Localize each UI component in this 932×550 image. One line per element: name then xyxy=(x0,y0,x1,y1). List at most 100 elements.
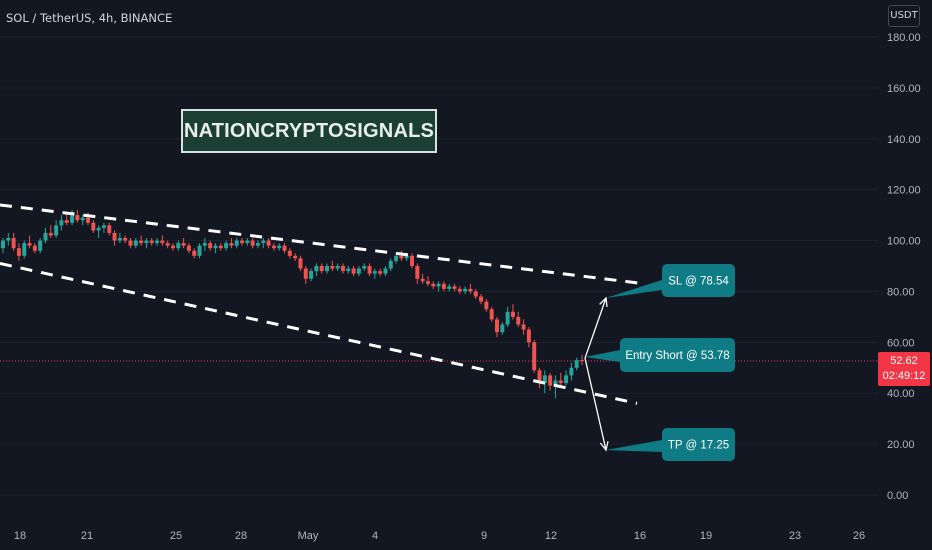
candle xyxy=(160,235,165,246)
y-tick-label: 0.00 xyxy=(887,490,908,502)
x-tick-label: May xyxy=(298,530,319,542)
candle xyxy=(192,248,197,259)
candle-body xyxy=(32,245,37,251)
candle xyxy=(457,286,462,294)
callouts: SL @ 78.54 Entry Short @ 53.78 TP @ 17.25 xyxy=(585,264,735,461)
candle xyxy=(394,253,399,264)
candle-body xyxy=(394,255,399,261)
candle-body xyxy=(133,240,138,246)
candle xyxy=(96,225,101,239)
candle-body xyxy=(123,238,128,241)
candle xyxy=(271,243,276,251)
x-tick-label: 28 xyxy=(235,530,247,542)
candle xyxy=(80,215,85,226)
candle-body xyxy=(54,225,59,236)
candle xyxy=(399,250,404,261)
candle xyxy=(64,212,69,226)
candle xyxy=(372,268,377,279)
candle-body xyxy=(378,271,383,274)
x-tick-label: 26 xyxy=(853,530,865,542)
candle xyxy=(425,276,430,287)
candle xyxy=(234,238,239,249)
sl-callout: SL @ 78.54 xyxy=(606,264,735,298)
candle-body xyxy=(293,255,298,259)
candle xyxy=(574,357,579,371)
candle xyxy=(224,240,229,251)
candle-body xyxy=(441,283,446,289)
candle-body xyxy=(155,240,160,244)
candle xyxy=(505,306,510,328)
candle-body xyxy=(16,248,21,256)
y-tick-label: 40.00 xyxy=(887,388,915,400)
candle-body xyxy=(420,278,425,282)
candle-body xyxy=(537,370,542,384)
candle-body xyxy=(27,243,32,246)
candle xyxy=(277,243,282,251)
candle-body xyxy=(479,296,484,302)
candle xyxy=(107,222,112,236)
candle-body xyxy=(6,238,11,241)
candle xyxy=(510,304,515,320)
candle-body xyxy=(303,268,308,279)
candle xyxy=(32,243,37,254)
chart-grid xyxy=(0,36,878,496)
candle xyxy=(569,362,574,381)
candle-body xyxy=(436,283,441,287)
candle-body xyxy=(298,258,303,269)
candle xyxy=(38,238,43,254)
candle-body xyxy=(558,380,563,384)
candle-body xyxy=(574,360,579,368)
candle-body xyxy=(165,243,170,246)
currency-badge[interactable]: USDT xyxy=(888,5,920,27)
candle-body xyxy=(117,238,122,241)
candle xyxy=(309,268,314,282)
candle xyxy=(245,238,250,246)
candle-body xyxy=(112,232,117,241)
candle-body xyxy=(553,380,558,386)
candle xyxy=(558,372,563,386)
y-tick-label: 60.00 xyxy=(887,337,915,349)
candle-body xyxy=(202,243,207,246)
candle xyxy=(112,230,117,246)
candle-body xyxy=(22,243,27,256)
candle-body xyxy=(463,288,468,292)
candle-body xyxy=(410,255,415,267)
candle-body xyxy=(473,291,478,297)
candle-body xyxy=(96,227,101,231)
candle-body xyxy=(489,309,494,320)
candle-body xyxy=(495,319,500,333)
callout-box xyxy=(662,428,735,461)
candle-body xyxy=(287,250,292,256)
candle xyxy=(75,210,80,223)
candle xyxy=(54,220,59,239)
y-tick-label: 180.00 xyxy=(887,32,921,44)
candle xyxy=(6,232,11,246)
candle-body xyxy=(330,266,335,269)
candle xyxy=(133,238,138,249)
candle xyxy=(43,227,48,244)
y-tick-label: 160.00 xyxy=(887,83,921,95)
candle-body xyxy=(351,268,356,274)
y-tick-label: 80.00 xyxy=(887,286,915,298)
candle-body xyxy=(91,222,96,231)
candle-body xyxy=(484,301,489,310)
candle-body xyxy=(128,240,133,246)
candle-body xyxy=(505,311,510,325)
candle xyxy=(495,316,500,338)
candle xyxy=(447,283,452,292)
y-tick-label: 20.00 xyxy=(887,439,915,451)
candle-body xyxy=(64,220,69,223)
candle-body xyxy=(218,245,223,249)
candle-body xyxy=(367,266,372,274)
candle-body xyxy=(229,243,234,246)
candle-body xyxy=(181,243,186,246)
candle-body xyxy=(213,245,218,249)
x-tick-label: 12 xyxy=(545,530,557,542)
candle-body xyxy=(314,266,319,272)
candle xyxy=(330,260,335,272)
candlestick-series xyxy=(1,210,584,399)
watermark-banner: NATIONCRYPTOSIGNALS xyxy=(181,109,437,153)
candle-body xyxy=(564,375,569,384)
candle-body xyxy=(144,240,149,244)
